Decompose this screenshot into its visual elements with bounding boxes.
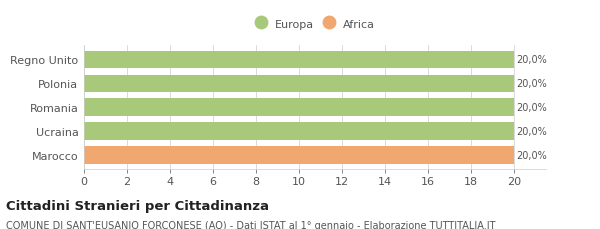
Bar bbox=[84, 99, 514, 116]
Text: 20,0%: 20,0% bbox=[516, 150, 547, 160]
Text: Cittadini Stranieri per Cittadinanza: Cittadini Stranieri per Cittadinanza bbox=[6, 199, 269, 212]
Bar bbox=[84, 52, 514, 68]
Text: 20,0%: 20,0% bbox=[516, 79, 547, 89]
Bar bbox=[84, 147, 514, 164]
Text: COMUNE DI SANT'EUSANIO FORCONESE (AQ) - Dati ISTAT al 1° gennaio - Elaborazione : COMUNE DI SANT'EUSANIO FORCONESE (AQ) - … bbox=[6, 220, 496, 229]
Text: 20,0%: 20,0% bbox=[516, 126, 547, 136]
Legend: Europa, Africa: Europa, Africa bbox=[253, 17, 377, 32]
Bar bbox=[84, 75, 514, 92]
Text: 20,0%: 20,0% bbox=[516, 55, 547, 65]
Text: 20,0%: 20,0% bbox=[516, 103, 547, 113]
Bar bbox=[84, 123, 514, 140]
